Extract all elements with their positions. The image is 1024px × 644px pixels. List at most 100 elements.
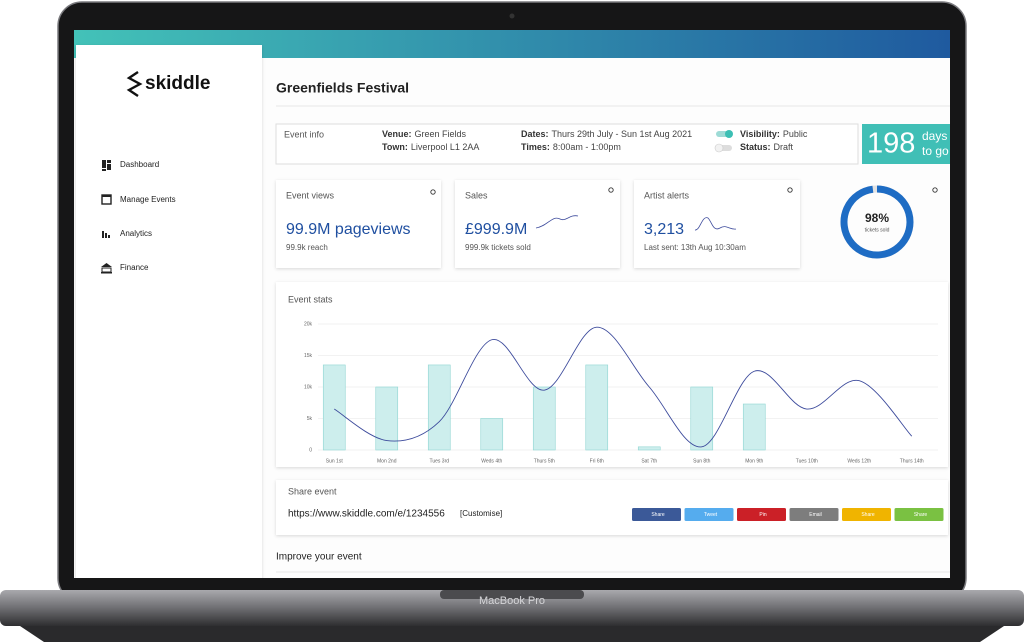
field-value: Thurs 29th July - Sun 1st Aug 2021 — [552, 129, 693, 139]
donut-caption: tickets sold — [865, 227, 890, 233]
bar — [532, 386, 556, 451]
x-tick-label: Sun 8th — [693, 458, 710, 464]
donut-label: 98% — [865, 211, 889, 225]
improve-title: Improve your event — [276, 552, 362, 563]
event-info-card — [275, 123, 859, 165]
x-tick-label: Tues 3rd — [429, 458, 449, 464]
base-foot — [20, 626, 1004, 642]
countdown-box — [862, 124, 950, 164]
bar — [480, 418, 504, 451]
info-field: Town: Liverpool L1 2AA — [382, 142, 479, 152]
field-key: Visibility: — [740, 129, 780, 139]
info-field: Status: Draft — [740, 142, 794, 152]
customise-link[interactable]: [Customise] — [460, 509, 502, 518]
nav-item[interactable]: Finance — [120, 263, 149, 272]
field-key: Status: — [740, 142, 771, 152]
info-field: Visibility: Public — [740, 129, 808, 139]
share-button-label: Share — [914, 512, 928, 518]
info-field: Times: 8:00am - 1:00pm — [521, 142, 621, 152]
field-value: Green Fields — [415, 129, 467, 139]
y-tick-label: 15k — [304, 353, 313, 359]
toggle-knob — [714, 143, 724, 153]
laptop-base — [0, 590, 1024, 626]
x-tick-label: Fri 6th — [590, 458, 604, 464]
x-tick-label: Thurs 14th — [900, 458, 924, 464]
bar — [637, 446, 661, 451]
line — [334, 326, 913, 448]
donut-arc — [840, 185, 914, 259]
camera — [509, 13, 515, 19]
x-tick-label: Mon 2nd — [377, 458, 397, 464]
y-tick-label: 20k — [304, 321, 313, 327]
share-title: Share event — [288, 486, 337, 496]
info-field: Venue: Green Fields — [382, 129, 467, 139]
field-key: Dates: — [521, 129, 549, 139]
event-info-label: Event info — [284, 129, 324, 139]
share-button[interactable] — [894, 508, 944, 521]
stat-card — [276, 180, 441, 268]
stat-value: £999.9M — [465, 221, 527, 238]
stat-title: Sales — [465, 190, 488, 200]
share-button[interactable] — [789, 508, 839, 521]
nav-icons — [101, 160, 112, 274]
notch — [440, 590, 584, 599]
stat-sub: Last sent: 13th Aug 10:30am — [644, 243, 746, 252]
nav-item[interactable]: Manage Events — [120, 195, 176, 204]
x-tick-label: Thurs 5th — [534, 458, 555, 464]
field-value: Public — [783, 129, 808, 139]
share-button-label: Email — [809, 512, 822, 518]
y-tick-label: 0 — [309, 447, 312, 453]
x-tick-label: Tues 10th — [796, 458, 818, 464]
share-button[interactable] — [842, 508, 891, 521]
share-button[interactable] — [632, 508, 681, 521]
logo-icon — [126, 71, 143, 97]
share-button[interactable] — [684, 508, 734, 521]
share-button-label: Pin — [759, 512, 766, 518]
countdown-suffix: to go — [922, 144, 949, 158]
page-title: Greenfields Festival — [276, 80, 409, 96]
field-key: Times: — [521, 142, 550, 152]
bar — [375, 386, 399, 451]
sparkline — [535, 215, 579, 229]
field-key: Venue: — [382, 129, 412, 139]
stat-sub: 99.9k reach — [286, 243, 328, 252]
bar — [585, 364, 609, 451]
share-card — [276, 480, 948, 535]
bar — [322, 364, 346, 451]
field-value: 8:00am - 1:00pm — [553, 142, 621, 152]
chart-title: Event stats — [288, 294, 333, 304]
x-tick-label: Sun 1st — [326, 458, 344, 464]
info-field: Dates: Thurs 29th July - Sun 1st Aug 2021 — [521, 129, 692, 139]
bar — [427, 364, 451, 451]
bar — [742, 403, 766, 451]
share-button-label: Share — [861, 512, 875, 518]
screen: skiddle Greenfields Festival Event info … — [74, 30, 950, 578]
bar — [690, 386, 714, 451]
share-button[interactable] — [737, 508, 786, 521]
stat-value: 3,213 — [644, 221, 684, 238]
field-key: Town: — [382, 142, 408, 152]
x-tick-label: Weds 4th — [481, 458, 502, 464]
sidebar — [76, 45, 262, 578]
field-value: Draft — [774, 142, 794, 152]
nav-item[interactable]: Dashboard — [120, 160, 159, 169]
stat-value: 99.9M pageviews — [286, 221, 411, 238]
x-tick-label: Mon 9th — [745, 458, 763, 464]
x-tick-label: Weds 12th — [847, 458, 871, 464]
y-tick-label: 10k — [304, 384, 313, 390]
share-button-label: Tweet — [704, 512, 718, 518]
sparkline — [694, 217, 737, 231]
share-button-label: Share — [651, 512, 665, 518]
countdown-value: 198 — [867, 128, 915, 160]
toggle-knob — [725, 130, 733, 138]
stat-card — [634, 180, 800, 268]
nav-item[interactable]: Analytics — [120, 229, 152, 238]
y-tick-label: 5k — [307, 416, 313, 422]
device-label: MacBook Pro — [479, 595, 545, 607]
stat-card — [455, 180, 620, 268]
stat-title: Artist alerts — [644, 190, 690, 200]
logo: skiddle — [145, 73, 210, 94]
countdown-unit: days — [922, 129, 947, 143]
field-value: Liverpool L1 2AA — [411, 142, 480, 152]
